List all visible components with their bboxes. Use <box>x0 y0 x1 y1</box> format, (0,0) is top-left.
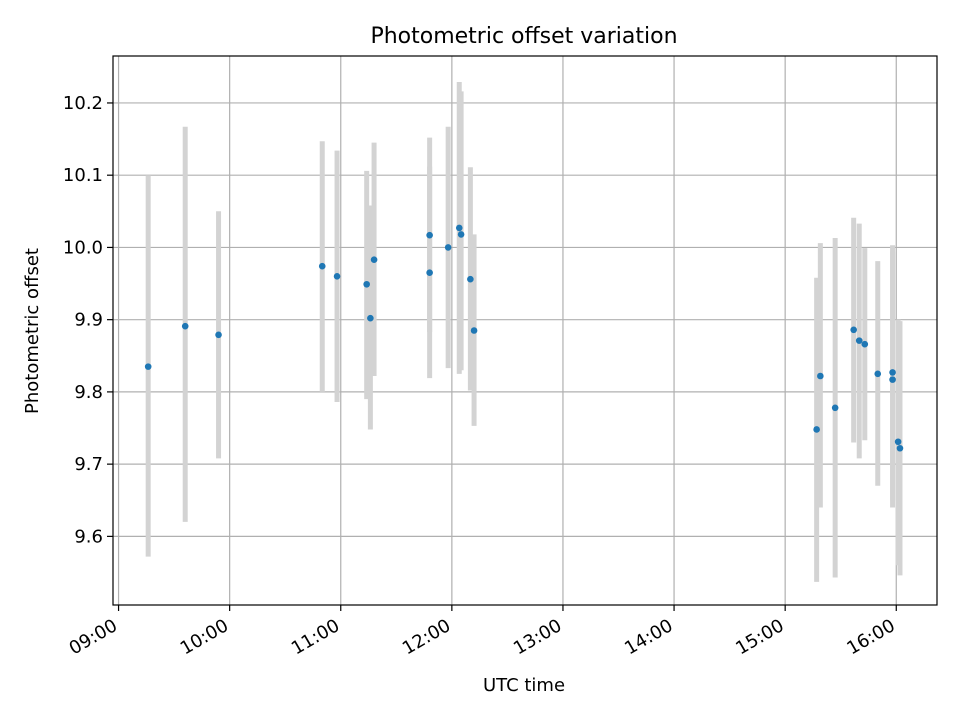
grid <box>113 56 937 605</box>
y-tick-label: 10.2 <box>63 93 103 114</box>
y-axis-ticks: 9.6 9.7 9.8 9.9 10.0 10.1 10.2 <box>63 93 113 547</box>
axes-frame <box>112 55 938 606</box>
y-tick-label: 9.7 <box>74 454 103 475</box>
data-point <box>318 262 326 270</box>
data-point <box>889 369 896 376</box>
y-tick-label: 10.1 <box>63 165 103 186</box>
data-point <box>470 327 478 334</box>
data-point <box>831 404 839 412</box>
y-tick-label: 9.6 <box>74 526 103 547</box>
data-point <box>889 376 896 383</box>
data-points <box>144 224 904 452</box>
data-point <box>874 370 882 378</box>
y-axis-label: Photometric offset <box>22 248 43 414</box>
y-tick-label: 10.0 <box>63 237 103 258</box>
data-point <box>855 337 863 344</box>
data-point <box>144 363 152 370</box>
chart-title: Photometric offset variation <box>370 24 677 49</box>
data-point <box>370 256 378 264</box>
data-point <box>455 224 463 232</box>
data-point <box>850 326 857 334</box>
data-point <box>426 231 433 239</box>
data-point <box>181 322 189 330</box>
data-point <box>363 280 370 288</box>
y-tick-label: 9.9 <box>74 310 103 331</box>
data-point <box>333 273 341 280</box>
data-point <box>861 340 869 348</box>
data-point <box>426 269 433 277</box>
data-point <box>467 275 474 283</box>
data-point <box>457 231 465 238</box>
data-point <box>367 314 374 322</box>
data-point <box>817 372 824 380</box>
data-point <box>444 244 452 251</box>
x-axis-label: UTC time <box>483 675 565 696</box>
data-point <box>215 331 222 339</box>
y-tick-label: 9.8 <box>74 382 103 403</box>
data-point <box>896 444 904 452</box>
data-point <box>894 438 902 446</box>
data-point <box>813 426 820 433</box>
